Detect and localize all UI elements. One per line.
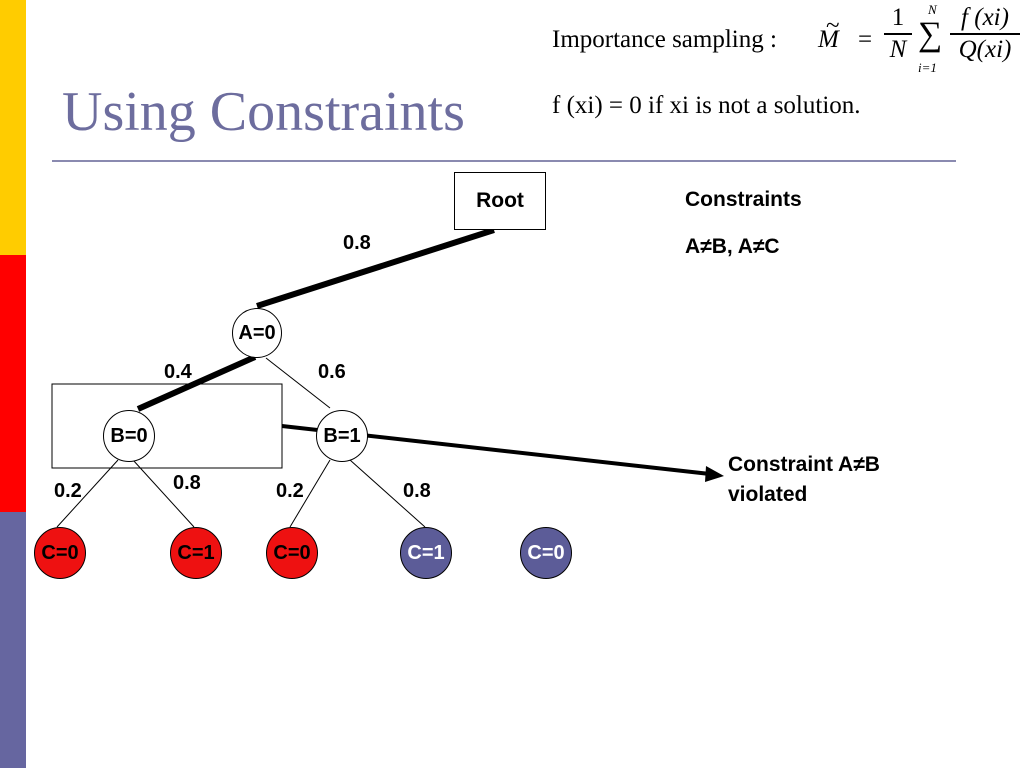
estimator-letter: M (818, 26, 839, 53)
edge-label-b0-c1: 0.8 (173, 472, 201, 494)
edge-label-b1-c1: 0.8 (403, 480, 431, 502)
edge-a0-b1 (265, 357, 331, 409)
estimator-tilde: ~ (826, 12, 840, 39)
accent-bar-purple (0, 512, 26, 768)
edge-b0-c0 (56, 459, 119, 528)
node-b1: B=1 (316, 410, 368, 462)
node-a0: A=0 (232, 308, 282, 358)
node-c1-right: C=1 (400, 527, 452, 579)
fraction2-denominator: Q(xi) (958, 35, 1012, 63)
edge-label-b1-c0: 0.2 (276, 480, 304, 502)
constraints-list: A≠B, A≠C (685, 235, 780, 258)
edge-root-a0 (256, 227, 495, 309)
constraints-heading: Constraints (685, 188, 802, 211)
edge-label-root-a0: 0.8 (343, 232, 371, 254)
fraction1-numerator: 1 (891, 4, 905, 31)
fraction2-numerator: f (xi) (961, 4, 1009, 31)
edge-label-b0-c0: 0.2 (54, 480, 82, 502)
estimator-symbol: M ~ (818, 12, 840, 54)
edge-a0-b0 (136, 354, 257, 412)
violation-arrow-head (705, 466, 724, 482)
node-c0-far: C=0 (520, 527, 572, 579)
sum-lower-limit: i=1 (918, 60, 937, 75)
accent-bar-red (0, 255, 26, 512)
fraction-one-over-n: 1 N (884, 4, 912, 64)
equals-sign: = (858, 26, 873, 53)
importance-sampling-label: Importance sampling : (552, 26, 777, 53)
tree-root: Root (454, 172, 546, 230)
node-c0-mid: C=0 (266, 527, 318, 579)
formula-line-2: f (xi) = 0 if xi is not a solution. (552, 92, 861, 119)
sum-symbol: ∑ (918, 16, 943, 53)
node-c0-left: C=0 (34, 527, 86, 579)
fraction1-denominator: N (889, 35, 907, 63)
violation-note-line2: violated (728, 483, 808, 506)
violation-note-line1: Constraint A≠B (728, 453, 880, 476)
sum-upper-limit: N (928, 2, 937, 17)
title-divider (52, 160, 956, 162)
node-b0: B=0 (103, 410, 155, 462)
fraction-f-over-q: f (xi) Q(xi) (950, 4, 1020, 64)
edge-label-a0-b1: 0.6 (318, 361, 346, 383)
edge-b1-c1 (349, 459, 426, 528)
node-c1-left: C=1 (170, 527, 222, 579)
edge-b1-c0 (289, 459, 331, 528)
edge-b0-c1 (132, 459, 195, 528)
accent-bar-yellow (0, 0, 26, 255)
edge-label-a0-b0: 0.4 (164, 361, 192, 383)
slide-title: Using Constraints (62, 81, 465, 143)
